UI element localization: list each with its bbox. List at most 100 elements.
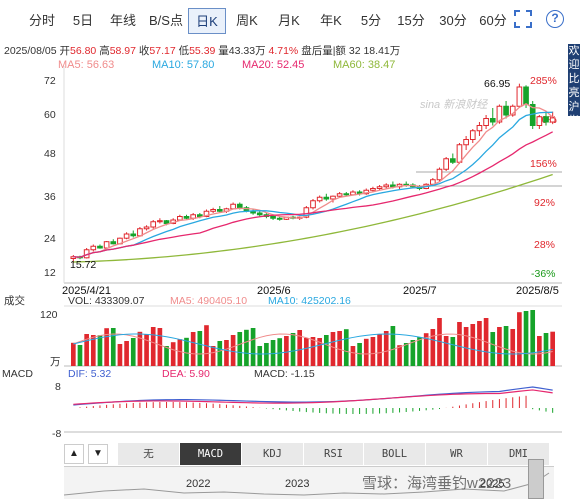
overview-navigator[interactable]	[63, 459, 554, 499]
help-icon[interactable]: ?	[546, 10, 564, 28]
volume-bar	[150, 327, 156, 366]
volume-bar	[70, 342, 76, 366]
candle-body	[523, 86, 529, 105]
volume-vol: VOL: 433309.07	[68, 295, 145, 307]
volume-bar	[403, 343, 409, 366]
side-ad-panel[interactable]: 欢迎比亮沪指	[568, 44, 580, 127]
macd-tick-minus8: -8	[52, 428, 62, 440]
close-label: 收	[138, 45, 150, 57]
volume-bar	[523, 311, 529, 366]
volume-bar	[224, 340, 229, 366]
candle-body	[97, 245, 103, 249]
candle-body	[90, 245, 97, 251]
candle-body	[483, 118, 489, 126]
tab-bs-points[interactable]: B/S点	[149, 13, 183, 28]
volume-bar	[490, 332, 496, 366]
low-value: 55.39	[189, 45, 216, 57]
candle-body	[130, 233, 137, 237]
candle-body	[543, 116, 549, 123]
volume-bar	[217, 341, 223, 366]
candle-body	[469, 130, 476, 140]
volume-bar	[510, 329, 516, 366]
candle-body	[336, 193, 343, 197]
high-value: 58.97	[109, 45, 136, 57]
tab-weekly-k[interactable]: 周K	[236, 13, 258, 28]
candle-body	[157, 220, 163, 223]
scroll-down-button[interactable]: ▼	[88, 444, 108, 464]
volume-bar	[77, 345, 83, 366]
tab-5min[interactable]: 5分	[360, 13, 382, 28]
volume-bar	[170, 342, 176, 366]
volume-bar	[437, 318, 442, 366]
scroll-up-button[interactable]: ▲	[64, 444, 84, 464]
tab-fenshi[interactable]: 分时	[28, 13, 55, 28]
volume-bar	[390, 326, 396, 366]
volume-bar	[284, 336, 289, 366]
tab-yearline[interactable]: 年线	[109, 13, 136, 28]
candle-body	[489, 118, 496, 123]
tab-30min[interactable]: 30分	[439, 13, 467, 28]
macd-dea-line	[73, 389, 553, 405]
candle-body	[256, 212, 263, 216]
candle-body	[503, 105, 509, 116]
after-hours-value: 32	[348, 45, 361, 57]
volume-bar	[277, 338, 283, 366]
price-tick-24: 24	[44, 233, 56, 245]
ma10-line	[73, 111, 553, 258]
volume-bar	[297, 330, 303, 366]
high-annotation: 66.95	[484, 78, 511, 90]
tab-60min[interactable]: 60分	[479, 13, 507, 28]
change-pct: 4.71%	[268, 45, 299, 57]
candle-body	[476, 125, 483, 132]
price-tick-60: 60	[44, 109, 56, 121]
navigator-handle[interactable]	[528, 459, 544, 499]
tab-monthly-k[interactable]: 月K	[278, 13, 300, 28]
indicator-tab-kdj[interactable]: KDJ	[242, 443, 304, 465]
indicator-tab-rsi[interactable]: RSI	[304, 443, 364, 465]
chart-watermark: sina 新浪财经	[420, 99, 488, 111]
volume-bar	[423, 333, 429, 366]
volume-bar	[144, 334, 149, 366]
tab-daily-k[interactable]: 日K	[188, 8, 226, 34]
candle-body	[210, 209, 216, 212]
macd-chart	[73, 386, 554, 414]
amount-value: 18.41万	[363, 45, 401, 57]
ma60-legend: MA60: 38.47	[333, 59, 396, 71]
volume-bar	[430, 329, 436, 366]
date-label-start: 2025/4/21	[62, 285, 111, 297]
ma60-line	[73, 173, 553, 263]
volume-bar	[543, 333, 549, 366]
low-label: 低	[178, 45, 190, 57]
candle-body	[316, 196, 323, 202]
tab-5day[interactable]: 5日	[72, 13, 94, 28]
ma10-legend: MA10: 57.80	[152, 59, 215, 71]
volume-bar	[197, 331, 203, 366]
volume-bar	[264, 343, 269, 366]
candle-body	[143, 226, 150, 230]
fullscreen-icon[interactable]	[514, 10, 532, 28]
volume-bar	[357, 343, 362, 366]
volume-bar	[130, 338, 136, 366]
tab-15min[interactable]: 15分	[397, 13, 425, 28]
price-tick-72: 72	[44, 75, 56, 87]
candle-body	[390, 184, 396, 188]
candle-body	[236, 203, 243, 209]
candlesticks	[70, 83, 556, 264]
pct-tick-156: 156%	[530, 158, 557, 170]
ma20-legend: MA20: 52.45	[242, 59, 305, 71]
period-tabs: 分时 5日 年线 B/S点 日K 周K 月K 年K 5分 15分 30分 60分…	[0, 0, 580, 42]
candle-body	[536, 116, 543, 126]
indicator-tab-macd[interactable]: MACD	[180, 443, 242, 465]
candle-body	[436, 168, 443, 181]
volume-bar	[383, 331, 389, 366]
volume-bar	[117, 344, 123, 366]
low-annotation: 15.72	[70, 259, 97, 271]
indicator-tab-wr[interactable]: WR	[426, 443, 488, 465]
indicator-tab-none[interactable]: 无	[118, 443, 180, 465]
volume-tick-120: 120	[40, 309, 58, 321]
indicator-tab-boll[interactable]: BOLL	[364, 443, 426, 465]
volume-ma10: MA10: 425202.16	[268, 295, 351, 307]
pct-tick-92: 92%	[534, 197, 556, 209]
tab-yearly-k[interactable]: 年K	[320, 13, 342, 28]
